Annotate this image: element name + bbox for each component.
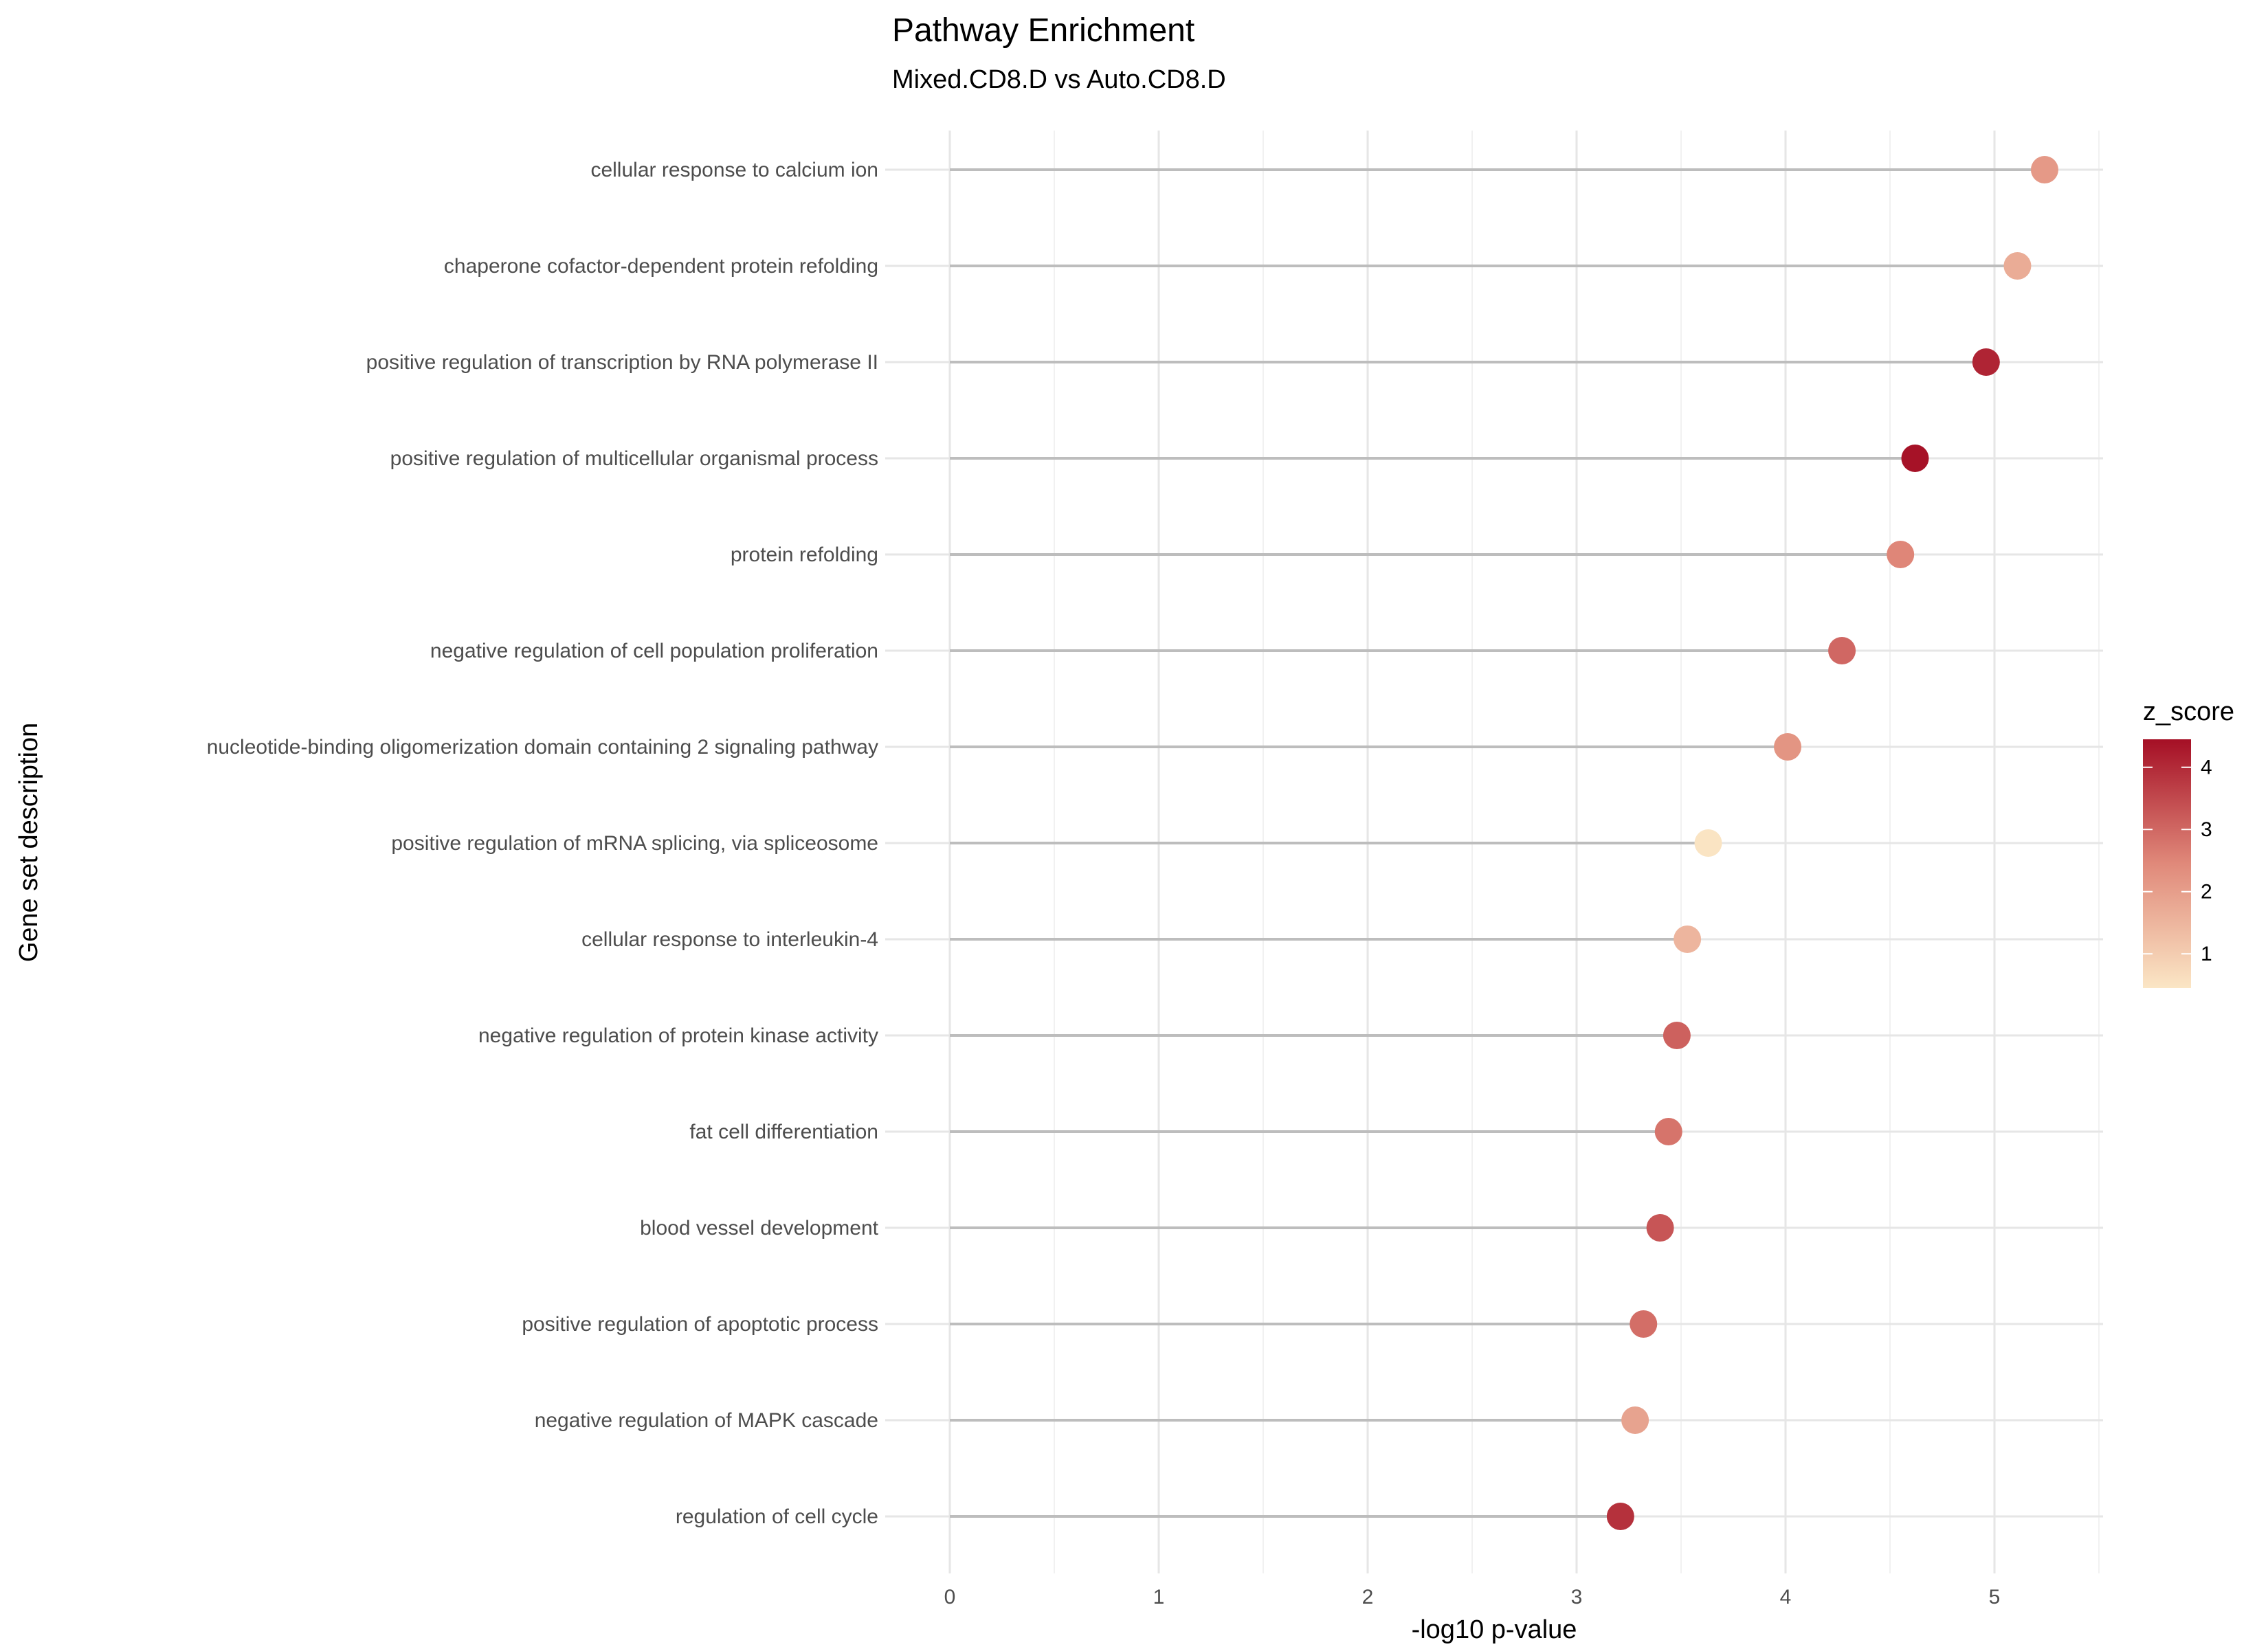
category-label: negative regulation of protein kinase ac…	[478, 1024, 878, 1047]
lollipop-point	[1828, 637, 1856, 664]
lollipop-point	[1901, 445, 1929, 472]
chart-subtitle: Mixed.CD8.D vs Auto.CD8.D	[892, 65, 1226, 94]
x-axis-title: -log10 p-value	[1412, 1615, 1577, 1644]
legend-tick-label: 3	[2201, 818, 2212, 841]
lollipop-points	[1606, 156, 2058, 1530]
z-score-legend: z_score 1 2 3 4	[2143, 697, 2234, 988]
legend-title: z_score	[2143, 697, 2234, 726]
y-axis-title: Gene set description	[14, 723, 43, 963]
category-label: fat cell differentiation	[689, 1121, 878, 1143]
category-label: nucleotide-binding oligomerization domai…	[207, 736, 878, 759]
category-label: cellular response to interleukin-4	[581, 928, 878, 951]
lollipop-segments	[950, 168, 2045, 1518]
x-tick-labels: 0 1 2 3 4 5	[944, 1586, 2001, 1608]
category-label: positive regulation of multicellular org…	[390, 447, 878, 470]
legend-color-bar	[2143, 739, 2191, 988]
category-label: blood vessel development	[640, 1217, 879, 1239]
lollipop-point	[1887, 541, 1915, 568]
x-tick-label: 4	[1780, 1586, 1792, 1608]
category-labels: cellular response to calcium ion chaperon…	[207, 159, 879, 1528]
lollipop-point	[1694, 829, 1722, 857]
lollipop-point	[1674, 926, 1702, 953]
lollipop-point	[1630, 1310, 1658, 1338]
chart-title: Pathway Enrichment	[892, 12, 1194, 49]
lollipop-point	[1663, 1022, 1691, 1049]
lollipop-point	[2030, 156, 2058, 183]
category-label: positive regulation of mRNA splicing, vi…	[391, 832, 878, 855]
legend-tick-label: 4	[2201, 756, 2212, 779]
lollipop-point	[1654, 1118, 1682, 1145]
x-tick-label: 0	[944, 1586, 956, 1608]
category-label: regulation of cell cycle	[676, 1505, 878, 1528]
legend-tick-label: 2	[2201, 881, 2212, 904]
category-label: chaperone cofactor-dependent protein ref…	[444, 255, 878, 278]
x-tick-label: 1	[1153, 1586, 1165, 1608]
lollipop-point	[1774, 733, 1802, 761]
lollipop-point	[1606, 1503, 1634, 1530]
grid-lines	[885, 131, 2103, 1573]
category-label: positive regulation of apoptotic process	[522, 1313, 878, 1336]
lollipop-point	[1621, 1406, 1649, 1434]
x-tick-label: 3	[1571, 1586, 1583, 1608]
x-tick-label: 5	[1989, 1586, 2001, 1608]
x-tick-label: 2	[1362, 1586, 1374, 1608]
lollipop-point	[1646, 1214, 1674, 1242]
category-label: protein refolding	[731, 543, 878, 566]
legend-tick-label: 1	[2201, 943, 2212, 965]
category-label: cellular response to calcium ion	[590, 159, 878, 181]
lollipop-point	[1972, 348, 2000, 376]
category-label: positive regulation of transcription by …	[366, 351, 878, 374]
category-label: negative regulation of MAPK cascade	[535, 1409, 878, 1432]
legend-ticks: 1 2 3 4	[2143, 756, 2212, 965]
category-label: negative regulation of cell population p…	[430, 640, 878, 662]
lollipop-point	[2003, 252, 2032, 280]
